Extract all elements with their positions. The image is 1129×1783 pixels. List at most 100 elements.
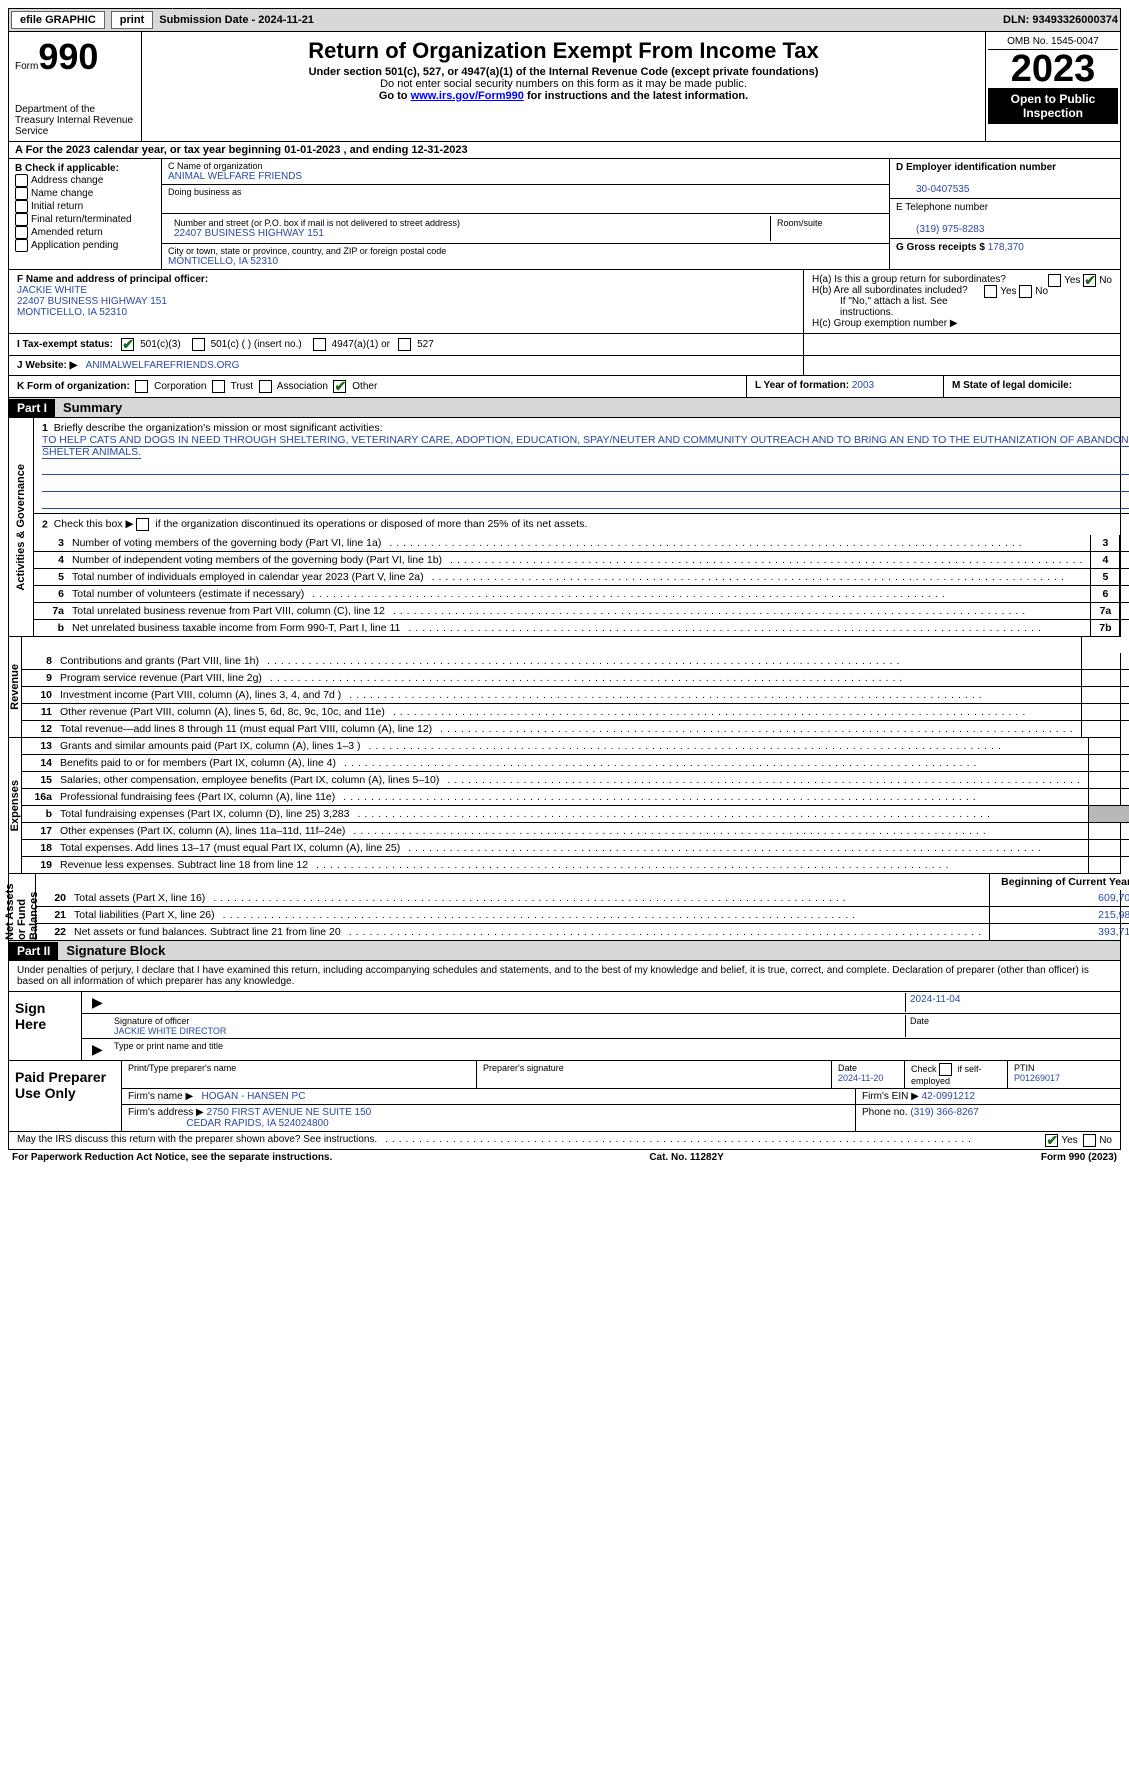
row-klm: K Form of organization: Corporation Trus… [8,376,1121,398]
firm-ein: 42-0991212 [922,1091,975,1102]
form-title: Return of Organization Exempt From Incom… [150,38,977,64]
sig-officer-label: Signature of officer [114,1016,189,1026]
firm-name: HOGAN - HANSEN PC [202,1091,306,1102]
check-name-change[interactable] [15,187,28,200]
prep-check: Check if self-employed [905,1061,1008,1088]
table-row: 22Net assets or fund balances. Subtract … [36,923,1129,940]
gross-label: G Gross receipts $ [896,242,985,253]
section-governance: Activities & Governance 1 Briefly descri… [8,418,1121,637]
table-row: 21Total liabilities (Part X, line 26)215… [36,906,1129,923]
part1-header: Part I [9,399,55,417]
street-label: Number and street (or P.O. box if mail i… [174,218,764,228]
row-a-period: A For the 2023 calendar year, or tax yea… [8,142,1121,159]
page-footer: For Paperwork Reduction Act Notice, see … [8,1150,1121,1165]
topbar: efile GRAPHIC print Submission Date - 20… [8,8,1121,32]
check-trust[interactable] [212,380,225,393]
hb-yes[interactable] [984,285,997,298]
q2-text: Check this box ▶ if the organization dis… [54,518,588,530]
check-501c3[interactable] [121,338,134,351]
table-row: bNet unrelated business taxable income f… [34,619,1129,636]
col-b-checkboxes: B Check if applicable: Address change Na… [9,159,162,269]
print-button[interactable]: print [111,11,153,29]
check-final-return[interactable] [15,213,28,226]
city-value: MONTICELLO, IA 52310 [168,256,883,267]
website-value: ANIMALWELFAREFRIENDS.ORG [86,360,240,371]
check-app-pending[interactable] [15,239,28,252]
signature-block: Under penalties of perjury, I declare th… [8,961,1121,1132]
table-row: 4Number of independent voting members of… [34,551,1129,568]
efile-button[interactable]: efile GRAPHIC [11,11,105,29]
prep-sig-label: Preparer's signature [477,1061,832,1088]
dept-treasury: Department of the Treasury Internal Reve… [15,104,135,137]
part1-bar: Part I Summary [8,398,1121,418]
check-527[interactable] [398,338,411,351]
side-net: Net Assets or Fund Balances [4,874,40,940]
section-net-assets: Net Assets or Fund Balances Beginning of… [8,874,1121,941]
street-value: 22407 BUSINESS HIGHWAY 151 [174,228,764,239]
table-row: 6Total number of volunteers (estimate if… [34,585,1129,602]
dln: DLN: 93493326000374 [1003,14,1118,26]
h-c: H(c) Group exemption number ▶ [812,318,1112,329]
side-governance: Activities & Governance [15,464,27,591]
open-public: Open to Public Inspection [988,88,1118,124]
firm-addr2: CEDAR RAPIDS, IA 524024800 [186,1118,328,1129]
table-row: bTotal fundraising expenses (Part IX, co… [22,805,1129,822]
discuss-row: May the IRS discuss this return with the… [8,1132,1121,1150]
subtitle-1: Under section 501(c), 527, or 4947(a)(1)… [150,66,977,78]
tax-year: 2023 [988,50,1118,88]
sign-here-label: Sign Here [9,992,82,1060]
footer-right: Form 990 (2023) [1041,1152,1117,1163]
check-corp[interactable] [135,380,148,393]
subtitle-3: Go to www.irs.gov/Form990 for instructio… [150,90,977,102]
hb-no[interactable] [1019,285,1032,298]
section-revenue: Revenue Prior Year Current Year 8Contrib… [8,637,1121,738]
check-address-change[interactable] [15,174,28,187]
part2-header: Part II [9,942,58,960]
footer-left: For Paperwork Reduction Act Notice, see … [12,1152,332,1163]
table-row: 8Contributions and grants (Part VIII, li… [22,653,1129,669]
col-de: D Employer identification number 30-0407… [889,159,1120,269]
phone-label: E Telephone number [896,202,988,213]
part2-bar: Part II Signature Block [8,941,1121,961]
col-beginning: Beginning of Current Year [989,874,1129,890]
officer-street: 22407 BUSINESS HIGHWAY 151 [17,296,167,307]
dba-label: Doing business as [168,187,883,197]
officer-city: MONTICELLO, IA 52310 [17,307,127,318]
check-assoc[interactable] [259,380,272,393]
ha-yes[interactable] [1048,274,1061,287]
table-row: 13Grants and similar amounts paid (Part … [22,738,1129,754]
prep-name-label: Print/Type preparer's name [122,1061,477,1088]
firm-phone: (319) 366-8267 [910,1107,978,1118]
check-initial-return[interactable] [15,200,28,213]
table-row: 17Other expenses (Part IX, column (A), l… [22,822,1129,839]
check-other[interactable] [333,380,346,393]
footer-mid: Cat. No. 11282Y [649,1152,723,1163]
check-4947[interactable] [313,338,326,351]
submission-date: Submission Date - 2024-11-21 [159,14,314,26]
table-row: 12Total revenue—add lines 8 through 11 (… [22,720,1129,737]
city-label: City or town, state or province, country… [168,246,883,256]
sig-name-label: Type or print name and title [110,1040,1114,1059]
table-row: 3Number of voting members of the governi… [34,535,1129,551]
side-expenses: Expenses [9,780,21,831]
row-fh: F Name and address of principal officer:… [8,270,1121,334]
org-name: ANIMAL WELFARE FRIENDS [168,171,883,182]
ha-no[interactable] [1083,274,1096,287]
check-amended[interactable] [15,226,28,239]
table-row: 20Total assets (Part X, line 16)609,7055… [36,890,1129,906]
check-discontinued[interactable] [136,518,149,531]
check-501c[interactable] [192,338,205,351]
officer-label: F Name and address of principal officer: [17,274,208,285]
subtitle-2: Do not enter social security numbers on … [150,78,977,90]
gross-value: 178,370 [988,242,1024,253]
ein-label: D Employer identification number [896,162,1056,173]
q1-label: Briefly describe the organization's miss… [54,422,383,434]
col-c-org-info: C Name of organization ANIMAL WELFARE FR… [162,159,889,269]
discuss-yes[interactable] [1045,1134,1058,1147]
table-row: 5Total number of individuals employed in… [34,568,1129,585]
discuss-no[interactable] [1083,1134,1096,1147]
irs-link[interactable]: www.irs.gov/Form990 [411,90,524,102]
year-formation: 2003 [852,380,874,391]
hb-note: If "No," attach a list. See instructions… [812,296,1112,318]
org-name-label: C Name of organization [168,161,883,171]
